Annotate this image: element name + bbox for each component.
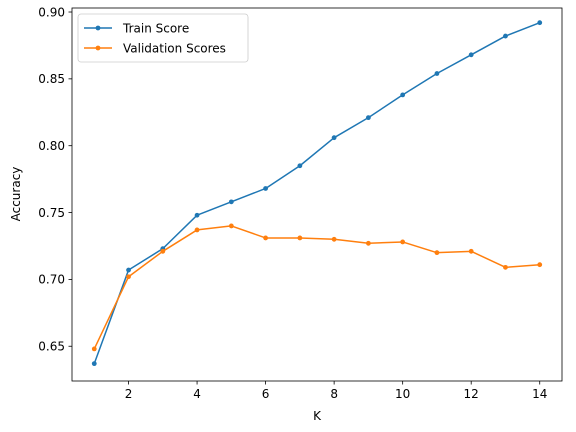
y-tick-label: 0.90 bbox=[38, 5, 65, 19]
x-tick-label: 2 bbox=[125, 387, 133, 401]
series-0-point-1 bbox=[126, 267, 131, 273]
x-tick-label: 6 bbox=[262, 387, 270, 401]
series-0-point-9 bbox=[400, 92, 406, 98]
series-1-point-5 bbox=[263, 235, 268, 241]
series-0-point-3 bbox=[194, 212, 200, 218]
series-0-point-5 bbox=[263, 186, 268, 191]
legend-marker-0 bbox=[95, 25, 101, 31]
series-1-point-13 bbox=[537, 262, 543, 268]
series-0-point-12 bbox=[503, 33, 508, 39]
series-0-point-11 bbox=[468, 52, 474, 58]
series-1-point-11 bbox=[468, 248, 474, 254]
y-tick-label: 0.65 bbox=[38, 340, 65, 354]
series-line-0 bbox=[93, 22, 541, 364]
series-0-point-7 bbox=[331, 135, 337, 141]
x-axis-ticks: 2 4 6 8 10 12 14 bbox=[125, 381, 547, 401]
series-1-point-8 bbox=[366, 240, 371, 246]
plot-area bbox=[72, 8, 562, 381]
series-1-point-10 bbox=[434, 250, 440, 256]
series-1-point-0 bbox=[91, 346, 97, 352]
series-1-point-3 bbox=[194, 227, 200, 233]
x-tick-label: 10 bbox=[395, 387, 410, 401]
y-tick-label: 0.85 bbox=[38, 72, 65, 86]
y-tick-label: 0.80 bbox=[38, 139, 65, 153]
y-tick-label: 0.70 bbox=[38, 273, 65, 287]
series-0-point-0 bbox=[91, 361, 97, 367]
legend-label-0: Train Score bbox=[122, 21, 189, 35]
plot-frame bbox=[71, 7, 563, 382]
y-axis-label: Accuracy bbox=[9, 167, 23, 222]
series-0-point-4 bbox=[228, 199, 234, 205]
series-1-point-6 bbox=[297, 235, 303, 241]
legend: Train Score Validation Scores bbox=[77, 13, 249, 63]
legend-box bbox=[77, 13, 249, 63]
x-tick-label: 12 bbox=[464, 387, 479, 401]
series-1-point-9 bbox=[400, 239, 406, 245]
legend-marker-1 bbox=[95, 45, 101, 51]
series-1-point-7 bbox=[331, 236, 337, 242]
x-tick-label: 8 bbox=[330, 387, 338, 401]
x-tick-label: 14 bbox=[532, 387, 547, 401]
y-axis-ticks: 0.65 0.70 0.75 0.80 0.85 0.90 bbox=[38, 5, 72, 354]
series-layer bbox=[91, 20, 543, 367]
series-0-point-13 bbox=[537, 20, 543, 26]
series-1-point-4 bbox=[228, 223, 234, 229]
series-0-point-6 bbox=[297, 163, 303, 169]
series-0-point-10 bbox=[434, 71, 440, 76]
axes-layer bbox=[71, 7, 563, 382]
series-1-point-1 bbox=[126, 274, 131, 280]
y-tick-label: 0.75 bbox=[38, 206, 65, 220]
series-line-1 bbox=[93, 225, 540, 350]
legend-label-1: Validation Scores bbox=[123, 41, 226, 55]
series-1-point-12 bbox=[503, 264, 508, 270]
x-axis-label: K bbox=[313, 409, 322, 423]
series-0-point-8 bbox=[366, 115, 371, 121]
series-1-point-2 bbox=[160, 248, 166, 254]
x-tick-label: 4 bbox=[193, 387, 201, 401]
